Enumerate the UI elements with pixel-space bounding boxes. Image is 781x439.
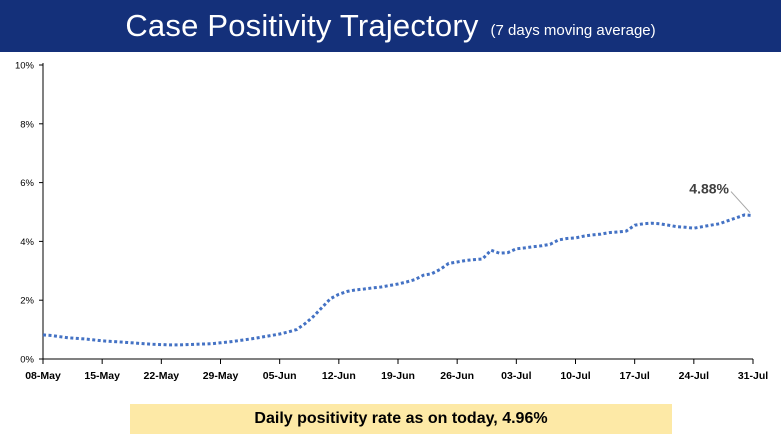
x-tick-label: 15-May <box>84 370 120 382</box>
y-tick-label: 6% <box>20 178 34 189</box>
title-bar: Case Positivity Trajectory (7 days movin… <box>0 0 781 52</box>
banner-text: Daily positivity rate as on today, 4.96% <box>254 410 548 427</box>
series <box>42 213 754 347</box>
x-tick-label: 31-Jul <box>738 370 768 382</box>
series-line <box>42 213 754 347</box>
x-tick-label: 05-Jun <box>263 370 297 382</box>
x-tick-label: 19-Jun <box>381 370 415 382</box>
positivity-line-chart: 0% 2% 4% 6% 8% 10% 08-May 15-May 22-May 29-May 05… <box>15 61 768 383</box>
chart-title: Case Positivity Trajectory <box>125 8 479 43</box>
y-axis: 0% 2% 4% 6% 8% 10% <box>15 61 44 366</box>
x-axis: 08-May 15-May 22-May 29-May 05-Jun 12-Jun 19-J… <box>25 358 768 382</box>
x-tick-label: 08-May <box>25 370 61 382</box>
x-tick-label: 22-May <box>144 370 180 382</box>
y-tick-label: 0% <box>20 355 34 366</box>
annotation-leader <box>730 191 751 213</box>
x-tick-label: 17-Jul <box>619 370 649 382</box>
x-tick-label: 29-May <box>203 370 239 382</box>
x-tick-label: 24-Jul <box>679 370 709 382</box>
x-tick-label: 10-Jul <box>560 370 590 382</box>
annotation-label: 4.88% <box>689 181 729 197</box>
x-tick-label: 03-Jul <box>501 370 531 382</box>
x-tick-label: 26-Jun <box>440 370 474 382</box>
y-tick-label: 4% <box>20 237 34 248</box>
y-tick-label: 8% <box>20 119 34 130</box>
y-tick-label: 10% <box>15 61 35 72</box>
annotation: 4.88% <box>689 181 751 213</box>
y-tick-label: 2% <box>20 296 34 307</box>
x-tick-label: 12-Jun <box>322 370 356 382</box>
positivity-banner: Daily positivity rate as on today, 4.96% <box>130 404 672 434</box>
chart-subtitle: (7 days moving average) <box>490 21 656 39</box>
